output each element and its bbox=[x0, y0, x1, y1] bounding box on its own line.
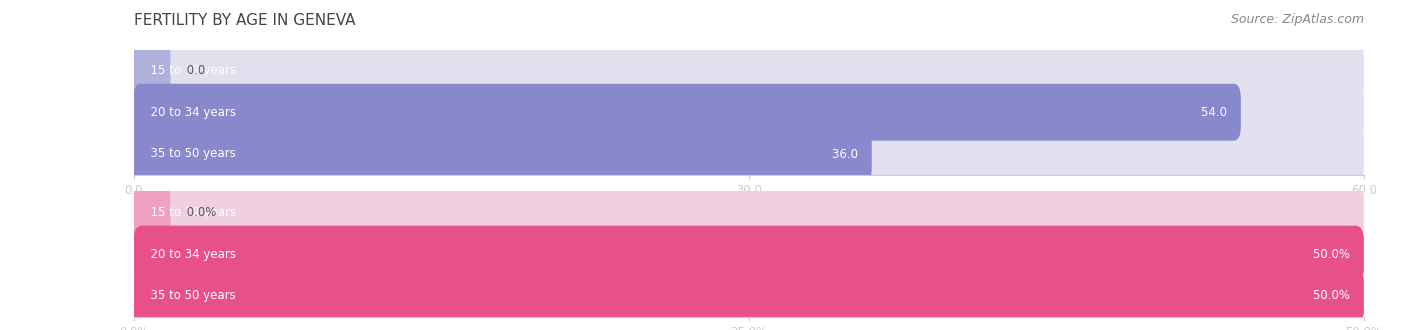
FancyBboxPatch shape bbox=[134, 268, 1364, 324]
Text: 54.0: 54.0 bbox=[1201, 106, 1234, 119]
Text: 50.0%: 50.0% bbox=[1313, 248, 1358, 261]
FancyBboxPatch shape bbox=[134, 184, 170, 241]
Text: 35 to 50 years: 35 to 50 years bbox=[143, 148, 236, 160]
FancyBboxPatch shape bbox=[134, 126, 872, 182]
Text: 35 to 50 years: 35 to 50 years bbox=[143, 289, 236, 302]
Text: 0.0: 0.0 bbox=[183, 64, 205, 77]
FancyBboxPatch shape bbox=[134, 126, 1364, 182]
Text: 20 to 34 years: 20 to 34 years bbox=[143, 248, 236, 261]
FancyBboxPatch shape bbox=[134, 84, 1240, 141]
Text: Source: ZipAtlas.com: Source: ZipAtlas.com bbox=[1230, 13, 1364, 26]
Text: 20 to 34 years: 20 to 34 years bbox=[143, 106, 236, 119]
Text: 15 to 19 years: 15 to 19 years bbox=[143, 206, 236, 219]
Text: FERTILITY BY AGE IN GENEVA: FERTILITY BY AGE IN GENEVA bbox=[134, 13, 356, 28]
FancyBboxPatch shape bbox=[134, 226, 1364, 282]
FancyBboxPatch shape bbox=[134, 184, 1364, 241]
Text: 36.0: 36.0 bbox=[832, 148, 866, 160]
FancyBboxPatch shape bbox=[134, 268, 1364, 324]
FancyBboxPatch shape bbox=[134, 42, 1364, 99]
FancyBboxPatch shape bbox=[134, 84, 1364, 141]
FancyBboxPatch shape bbox=[134, 226, 1364, 282]
Text: 15 to 19 years: 15 to 19 years bbox=[143, 64, 236, 77]
FancyBboxPatch shape bbox=[134, 42, 170, 99]
Text: 50.0%: 50.0% bbox=[1313, 289, 1358, 302]
Text: 0.0%: 0.0% bbox=[183, 206, 217, 219]
